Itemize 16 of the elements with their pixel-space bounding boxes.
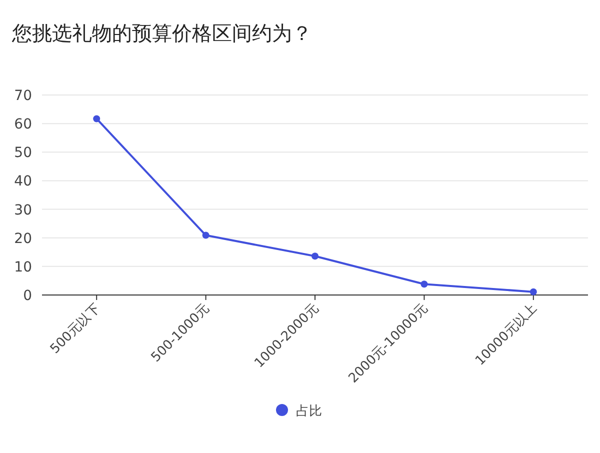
x-tick-label: 500元以下 (48, 301, 104, 357)
point (530, 288, 537, 296)
point (312, 252, 318, 260)
legend-label: 占比 (296, 404, 322, 419)
y-tick-label: 40 (14, 174, 32, 190)
point (202, 232, 210, 239)
y-tick-label: 10 (14, 259, 32, 276)
y-tick-label: 70 (14, 88, 32, 104)
y-tick-label: 30 (14, 202, 32, 218)
chart-title: 您挑选礼物的预算价格区间约为？ (11, 21, 312, 45)
point (93, 115, 100, 122)
y-tick-label: 20 (14, 230, 32, 247)
y-tick-label: 0 (23, 288, 32, 304)
point (420, 280, 428, 288)
y-tick-label: 60 (14, 116, 32, 133)
y-tick-label: 50 (14, 145, 32, 162)
